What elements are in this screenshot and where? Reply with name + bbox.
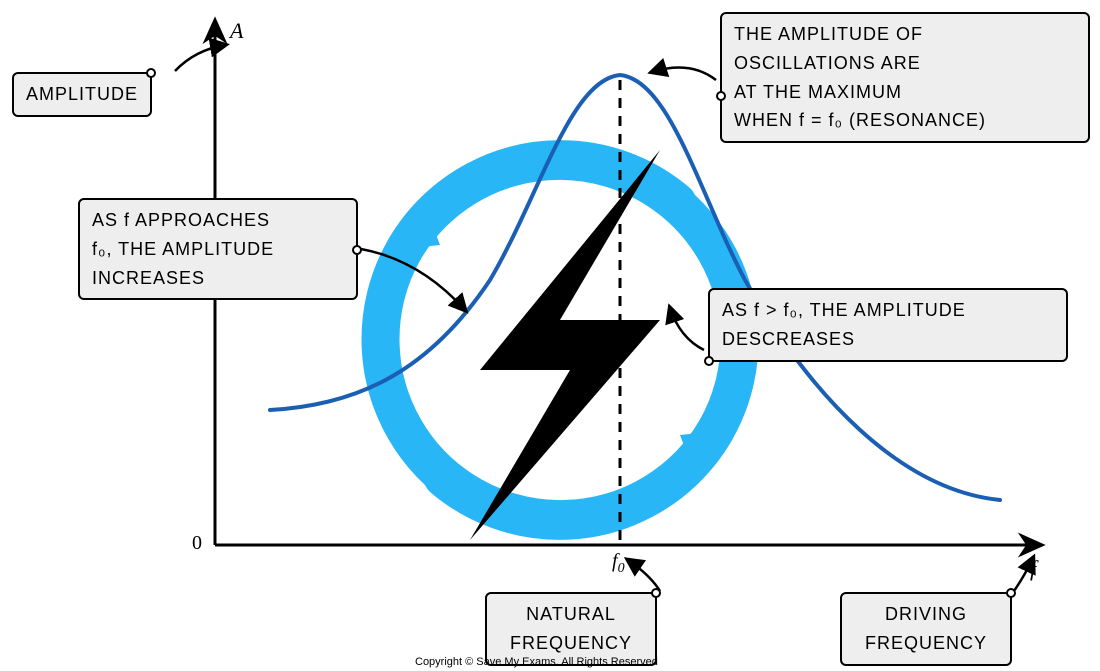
- arrow-decreasing: [670, 308, 704, 350]
- callout-decreasing-l2: DESCREASES: [722, 329, 855, 349]
- callout-driving-l2: FREQUENCY: [865, 633, 987, 653]
- y-axis-label: A: [230, 18, 243, 44]
- callout-decreasing: AS f > f₀, THE AMPLITUDE DESCREASES: [708, 288, 1068, 362]
- callout-maximum: THE AMPLITUDE OF OSCILLATIONS ARE AT THE…: [720, 12, 1090, 143]
- x-axis-label: f: [1030, 556, 1036, 582]
- callout-natural-l1: NATURAL: [526, 604, 616, 624]
- arrow-maximum: [652, 68, 716, 81]
- f0-tick-label: f0: [612, 550, 625, 577]
- callout-natural-l2: FREQUENCY: [510, 633, 632, 653]
- callout-maximum-l4: WHEN f = f₀ (RESONANCE): [734, 110, 986, 130]
- copyright-text: Copyright © Save My Exams. All Rights Re…: [415, 656, 658, 668]
- callout-approaching: AS f APPROACHES f₀, THE AMPLITUDE INCREA…: [78, 198, 358, 300]
- callout-driving-freq: DRIVING FREQUENCY: [840, 592, 1012, 666]
- callout-approaching-l1: AS f APPROACHES: [92, 210, 270, 230]
- callout-amplitude-text: AMPLITUDE: [26, 84, 138, 104]
- callout-maximum-l3: AT THE MAXIMUM: [734, 82, 902, 102]
- arrow-amplitude: [175, 45, 225, 71]
- callout-natural-freq: NATURAL FREQUENCY: [485, 592, 657, 666]
- watermark-bolt: [470, 150, 660, 540]
- callout-approaching-l2: f₀, THE AMPLITUDE: [92, 239, 274, 259]
- arrow-natural-freq: [628, 560, 660, 591]
- callout-maximum-l1: THE AMPLITUDE OF: [734, 24, 923, 44]
- callout-decreasing-l1: AS f > f₀, THE AMPLITUDE: [722, 300, 966, 320]
- callout-maximum-l2: OSCILLATIONS ARE: [734, 53, 921, 73]
- callout-driving-l1: DRIVING: [885, 604, 967, 624]
- callout-amplitude: AMPLITUDE: [12, 72, 152, 117]
- origin-label: 0: [192, 532, 202, 555]
- callout-approaching-l3: INCREASES: [92, 268, 205, 288]
